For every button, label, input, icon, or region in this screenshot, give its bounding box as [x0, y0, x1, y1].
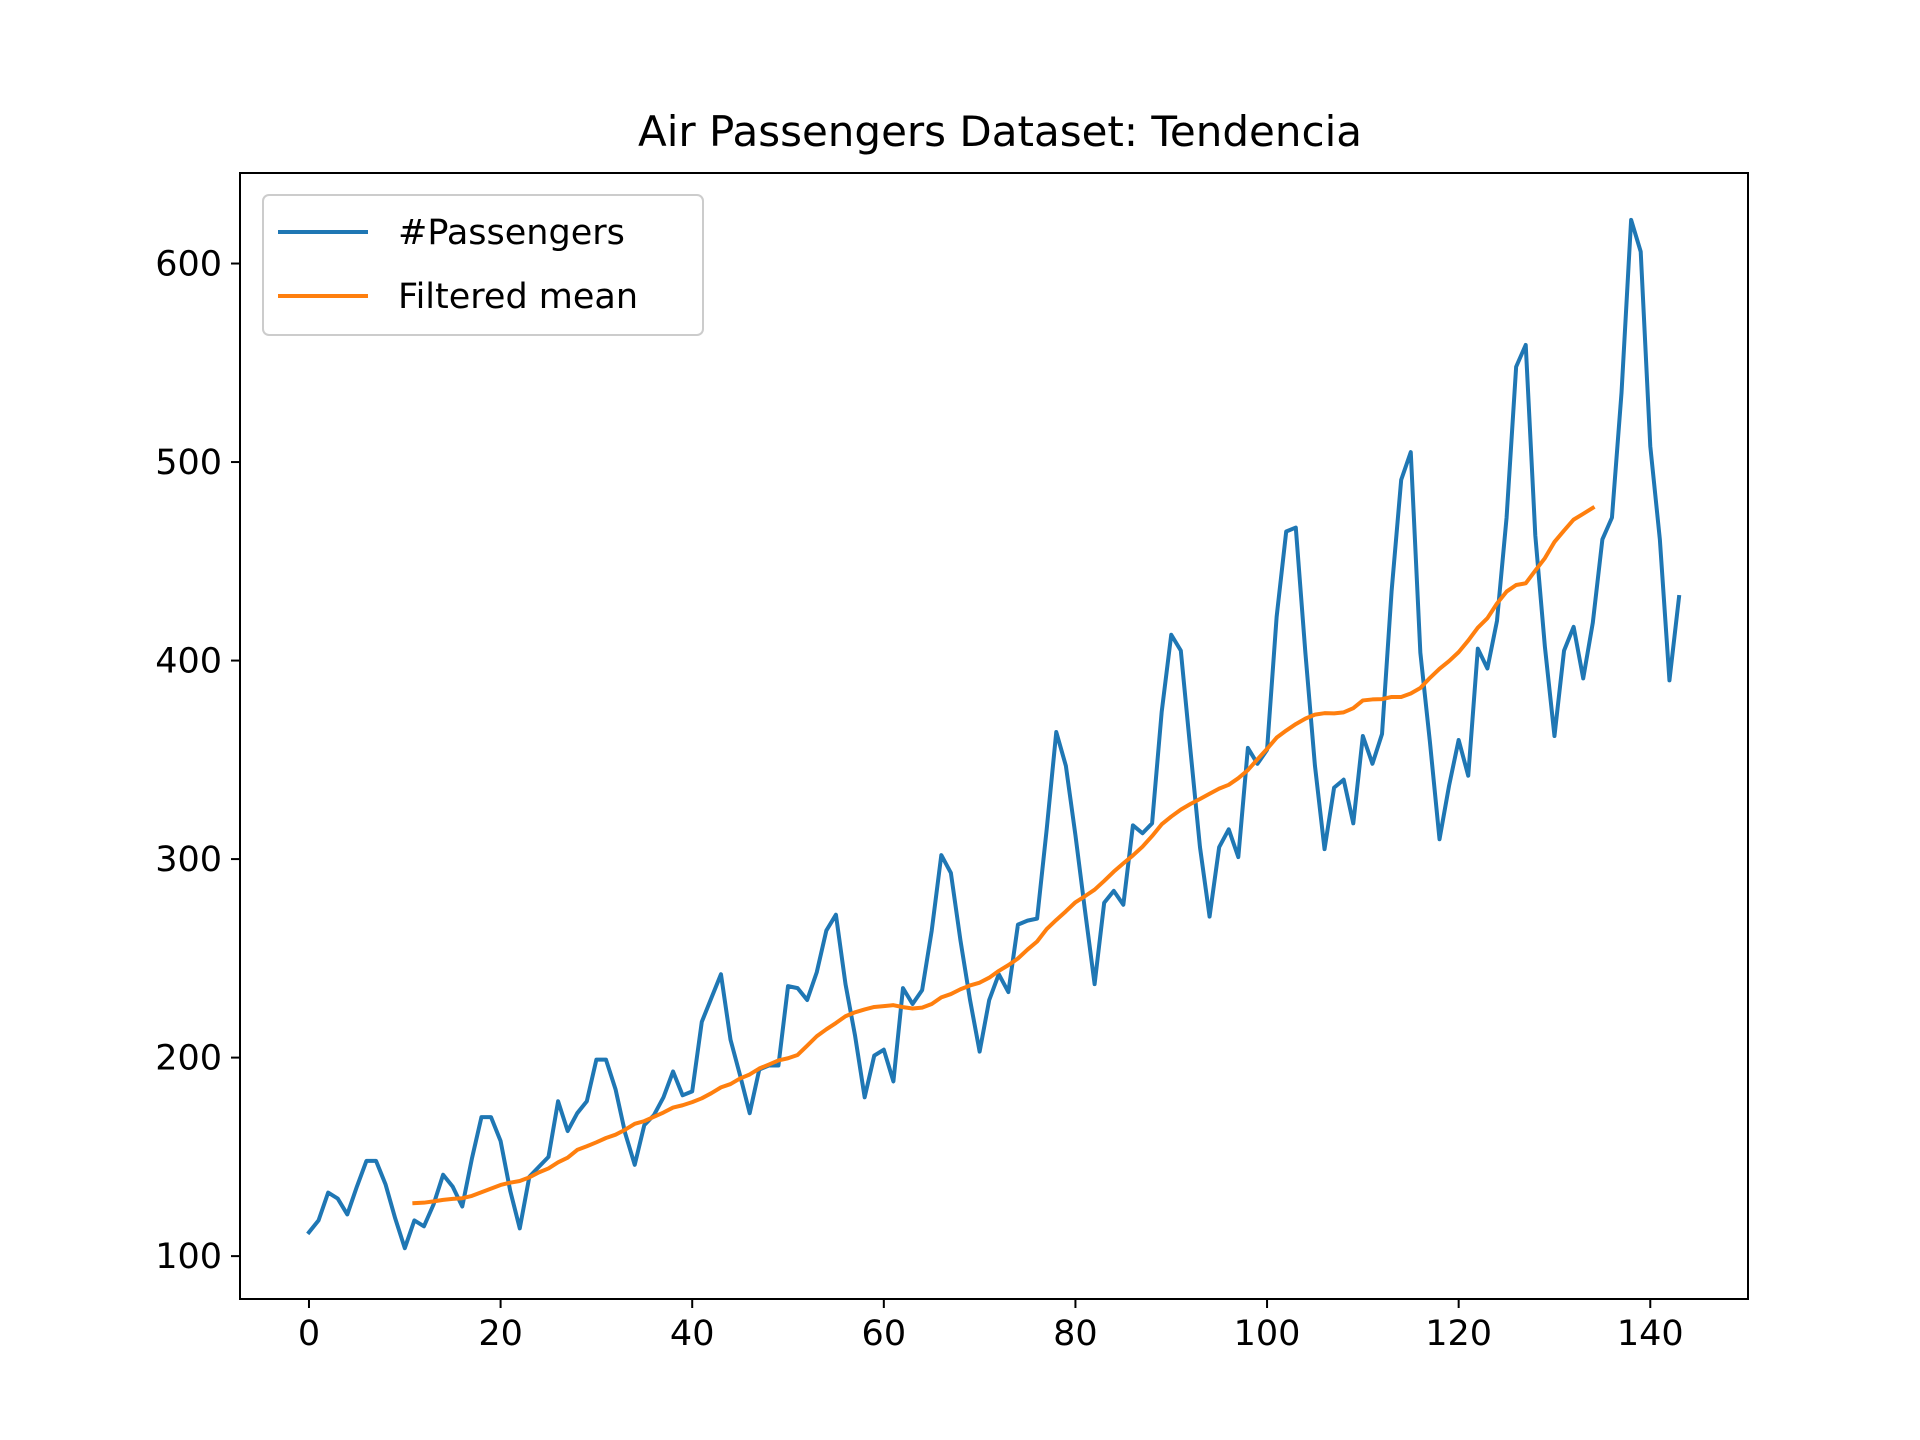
- series-line-passengers: [306, 217, 1682, 1251]
- legend-filtered-label: Filtered mean: [398, 277, 638, 317]
- y-tick-label: 500: [155, 443, 222, 483]
- y-tick-label: 400: [155, 642, 222, 682]
- y-axis: 100 200 300 400 500 600: [155, 245, 240, 1277]
- x-tick-label: 60: [862, 1314, 907, 1354]
- y-tick-label: 100: [155, 1237, 222, 1277]
- legend-passengers-label: #Passengers: [398, 213, 625, 253]
- y-tick-label: 200: [155, 1039, 222, 1079]
- plot-frame: [239, 172, 1749, 1300]
- x-tick-label: 40: [670, 1314, 715, 1354]
- x-tick-label: 120: [1425, 1314, 1492, 1354]
- series-layer: [306, 217, 1682, 1251]
- y-tick-label: 600: [155, 245, 222, 285]
- x-tick-label: 80: [1053, 1314, 1098, 1354]
- legend-box: [262, 194, 704, 336]
- y-tick-label: 300: [155, 840, 222, 880]
- x-tick-label: 140: [1617, 1314, 1684, 1354]
- legend: #Passengers Filtered mean: [262, 194, 704, 336]
- series-line-filtered-mean: [412, 505, 1596, 1206]
- chart-title: Air Passengers Dataset: Tendencia: [638, 107, 1362, 156]
- x-tick-label: 20: [478, 1314, 523, 1354]
- x-axis: 0 20 40 60 80 100 120 140: [298, 1299, 1684, 1354]
- x-tick-label: 0: [298, 1314, 320, 1354]
- x-tick-label: 100: [1234, 1314, 1301, 1354]
